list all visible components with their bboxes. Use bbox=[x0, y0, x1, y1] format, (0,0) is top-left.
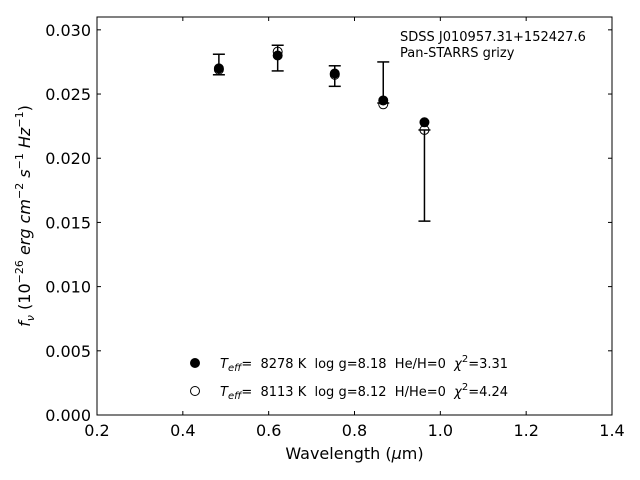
y-tick-label: 0.025 bbox=[45, 85, 91, 104]
model-point-filled bbox=[378, 95, 389, 106]
x-tick-label: 0.6 bbox=[256, 421, 281, 440]
annotation-line-2: Pan-STARRS grizy bbox=[400, 46, 515, 61]
y-tick-label: 0.015 bbox=[45, 213, 91, 232]
x-axis-label: Wavelength (μm) bbox=[285, 444, 423, 463]
model-point-open bbox=[419, 124, 430, 135]
model-point-open bbox=[329, 69, 340, 80]
y-tick-label: 0.000 bbox=[45, 406, 91, 425]
legend: Teff= 8278 K log g=8.18 He/H=0 χ2=3.31 T… bbox=[190, 354, 508, 402]
x-tick-label: 0.4 bbox=[170, 421, 195, 440]
model-point-open bbox=[213, 64, 224, 75]
model-point-open bbox=[378, 99, 389, 110]
x-tick-label: 1.4 bbox=[599, 421, 624, 440]
y-tick-label: 0.005 bbox=[45, 342, 91, 361]
data-points-group bbox=[213, 46, 430, 135]
model-point-open bbox=[272, 46, 283, 57]
y-tick-label: 0.010 bbox=[45, 278, 91, 297]
x-tick-label: 1.0 bbox=[428, 421, 453, 440]
ticks-group: 0.2 0.4 0.6 0.8 1.0 1.2 1.4 0.000 0.005 0.010 0.01… bbox=[45, 17, 625, 440]
legend-marker-open bbox=[190, 386, 200, 396]
x-tick-label: 0.2 bbox=[84, 421, 109, 440]
legend-marker-filled bbox=[190, 358, 200, 368]
y-tick-label: 0.020 bbox=[45, 149, 91, 168]
x-tick-label: 0.8 bbox=[342, 421, 367, 440]
legend-entry-1: Teff= 8278 K log g=8.18 He/H=0 χ2=3.31 bbox=[220, 354, 508, 374]
model-point-filled bbox=[419, 117, 430, 128]
y-tick-label: 0.030 bbox=[45, 21, 91, 40]
x-tick-label: 1.2 bbox=[513, 421, 538, 440]
annotation-line-1: SDSS J010957.31+152427.6 bbox=[400, 30, 586, 45]
model-point-filled bbox=[272, 50, 283, 61]
plot-frame bbox=[96, 16, 613, 416]
legend-entry-2: Teff= 8113 K log g=8.12 H/He=0 χ2=4.24 bbox=[220, 382, 508, 402]
y-axis-label: fν (10−26 erg cm−2 s−1 Hz−1) bbox=[13, 105, 37, 327]
